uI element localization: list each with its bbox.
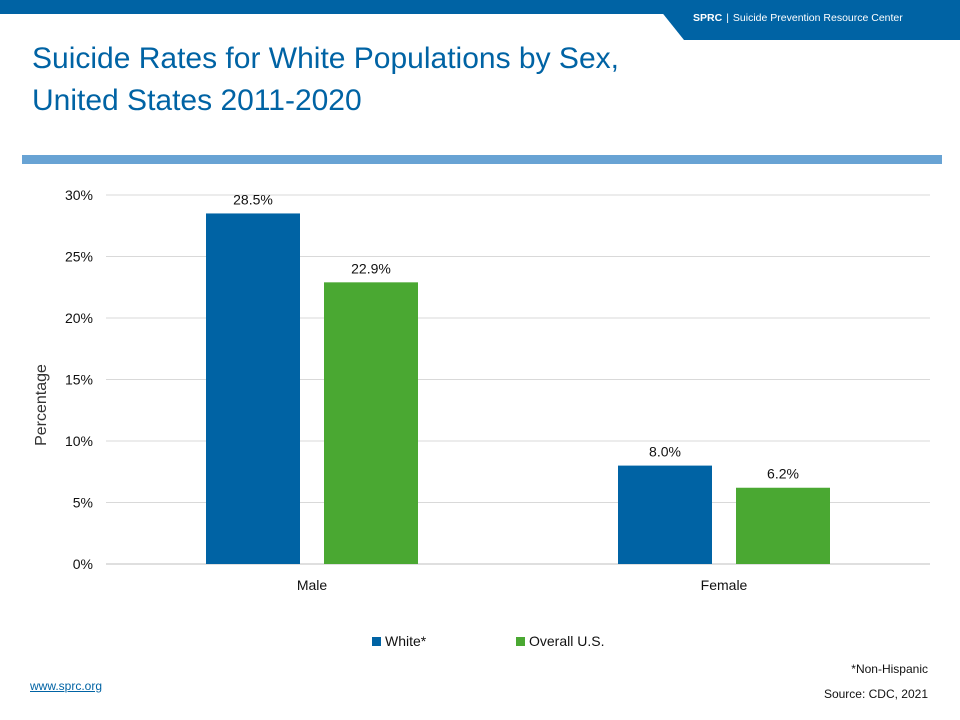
header-separator: | [726, 12, 729, 24]
org-name: Suicide Prevention Resource Center [732, 12, 903, 24]
accent-divider [22, 155, 942, 164]
y-tick-label: 30% [65, 187, 93, 203]
y-tick-label: 25% [65, 249, 93, 265]
data-label: 8.0% [649, 444, 681, 460]
bar-female-overall [736, 487, 830, 564]
legend-label-white: White* [385, 633, 427, 649]
bar-male-overall [324, 282, 418, 564]
header-tab [652, 0, 960, 40]
y-axis-label: Percentage [33, 364, 50, 446]
bar-layer [206, 213, 830, 564]
data-label: 22.9% [351, 260, 391, 276]
legend-swatch-overall [516, 636, 525, 646]
title-line-2: United States 2011-2020 [32, 84, 362, 117]
label-layer: 0% 5% 10% 15% 20% 25% 30% 28.5% 22.9% Male 8.0% 6.2… [65, 187, 799, 593]
source-citation: Source: CDC, 2021 [823, 687, 928, 701]
bar-chart: 0% 5% 10% 15% 20% 25% 30% 28.5% 22.9% Male 8.0% 6.2… [33, 187, 930, 593]
y-tick-label: 10% [65, 433, 93, 449]
legend-item-overall: Overall U.S. [516, 633, 604, 649]
page-title: Suicide Rates for White Populations by S… [32, 38, 732, 122]
bar-male-white [206, 213, 300, 564]
bar-female-white [618, 465, 712, 564]
x-category-label: Female [701, 577, 748, 593]
y-tick-label: 0% [73, 556, 93, 572]
title-line-1: Suicide Rates for White Populations by S… [32, 42, 619, 75]
y-tick-label: 20% [65, 310, 93, 326]
legend-label-overall: Overall U.S. [529, 633, 605, 649]
data-label: 28.5% [233, 191, 273, 207]
y-tick-label: 5% [73, 495, 93, 511]
header-org: SPRC | Suicide Prevention Resource Center [693, 12, 903, 24]
x-category-label: Male [297, 577, 328, 593]
legend-item-white: White* [372, 633, 426, 649]
website-link[interactable]: www.sprc.org [30, 679, 103, 693]
org-abbr: SPRC [693, 12, 723, 24]
legend-swatch-white [372, 636, 381, 646]
footnote: *Non-Hispanic [851, 662, 928, 676]
data-label: 6.2% [767, 466, 799, 482]
y-tick-label: 15% [65, 372, 93, 388]
